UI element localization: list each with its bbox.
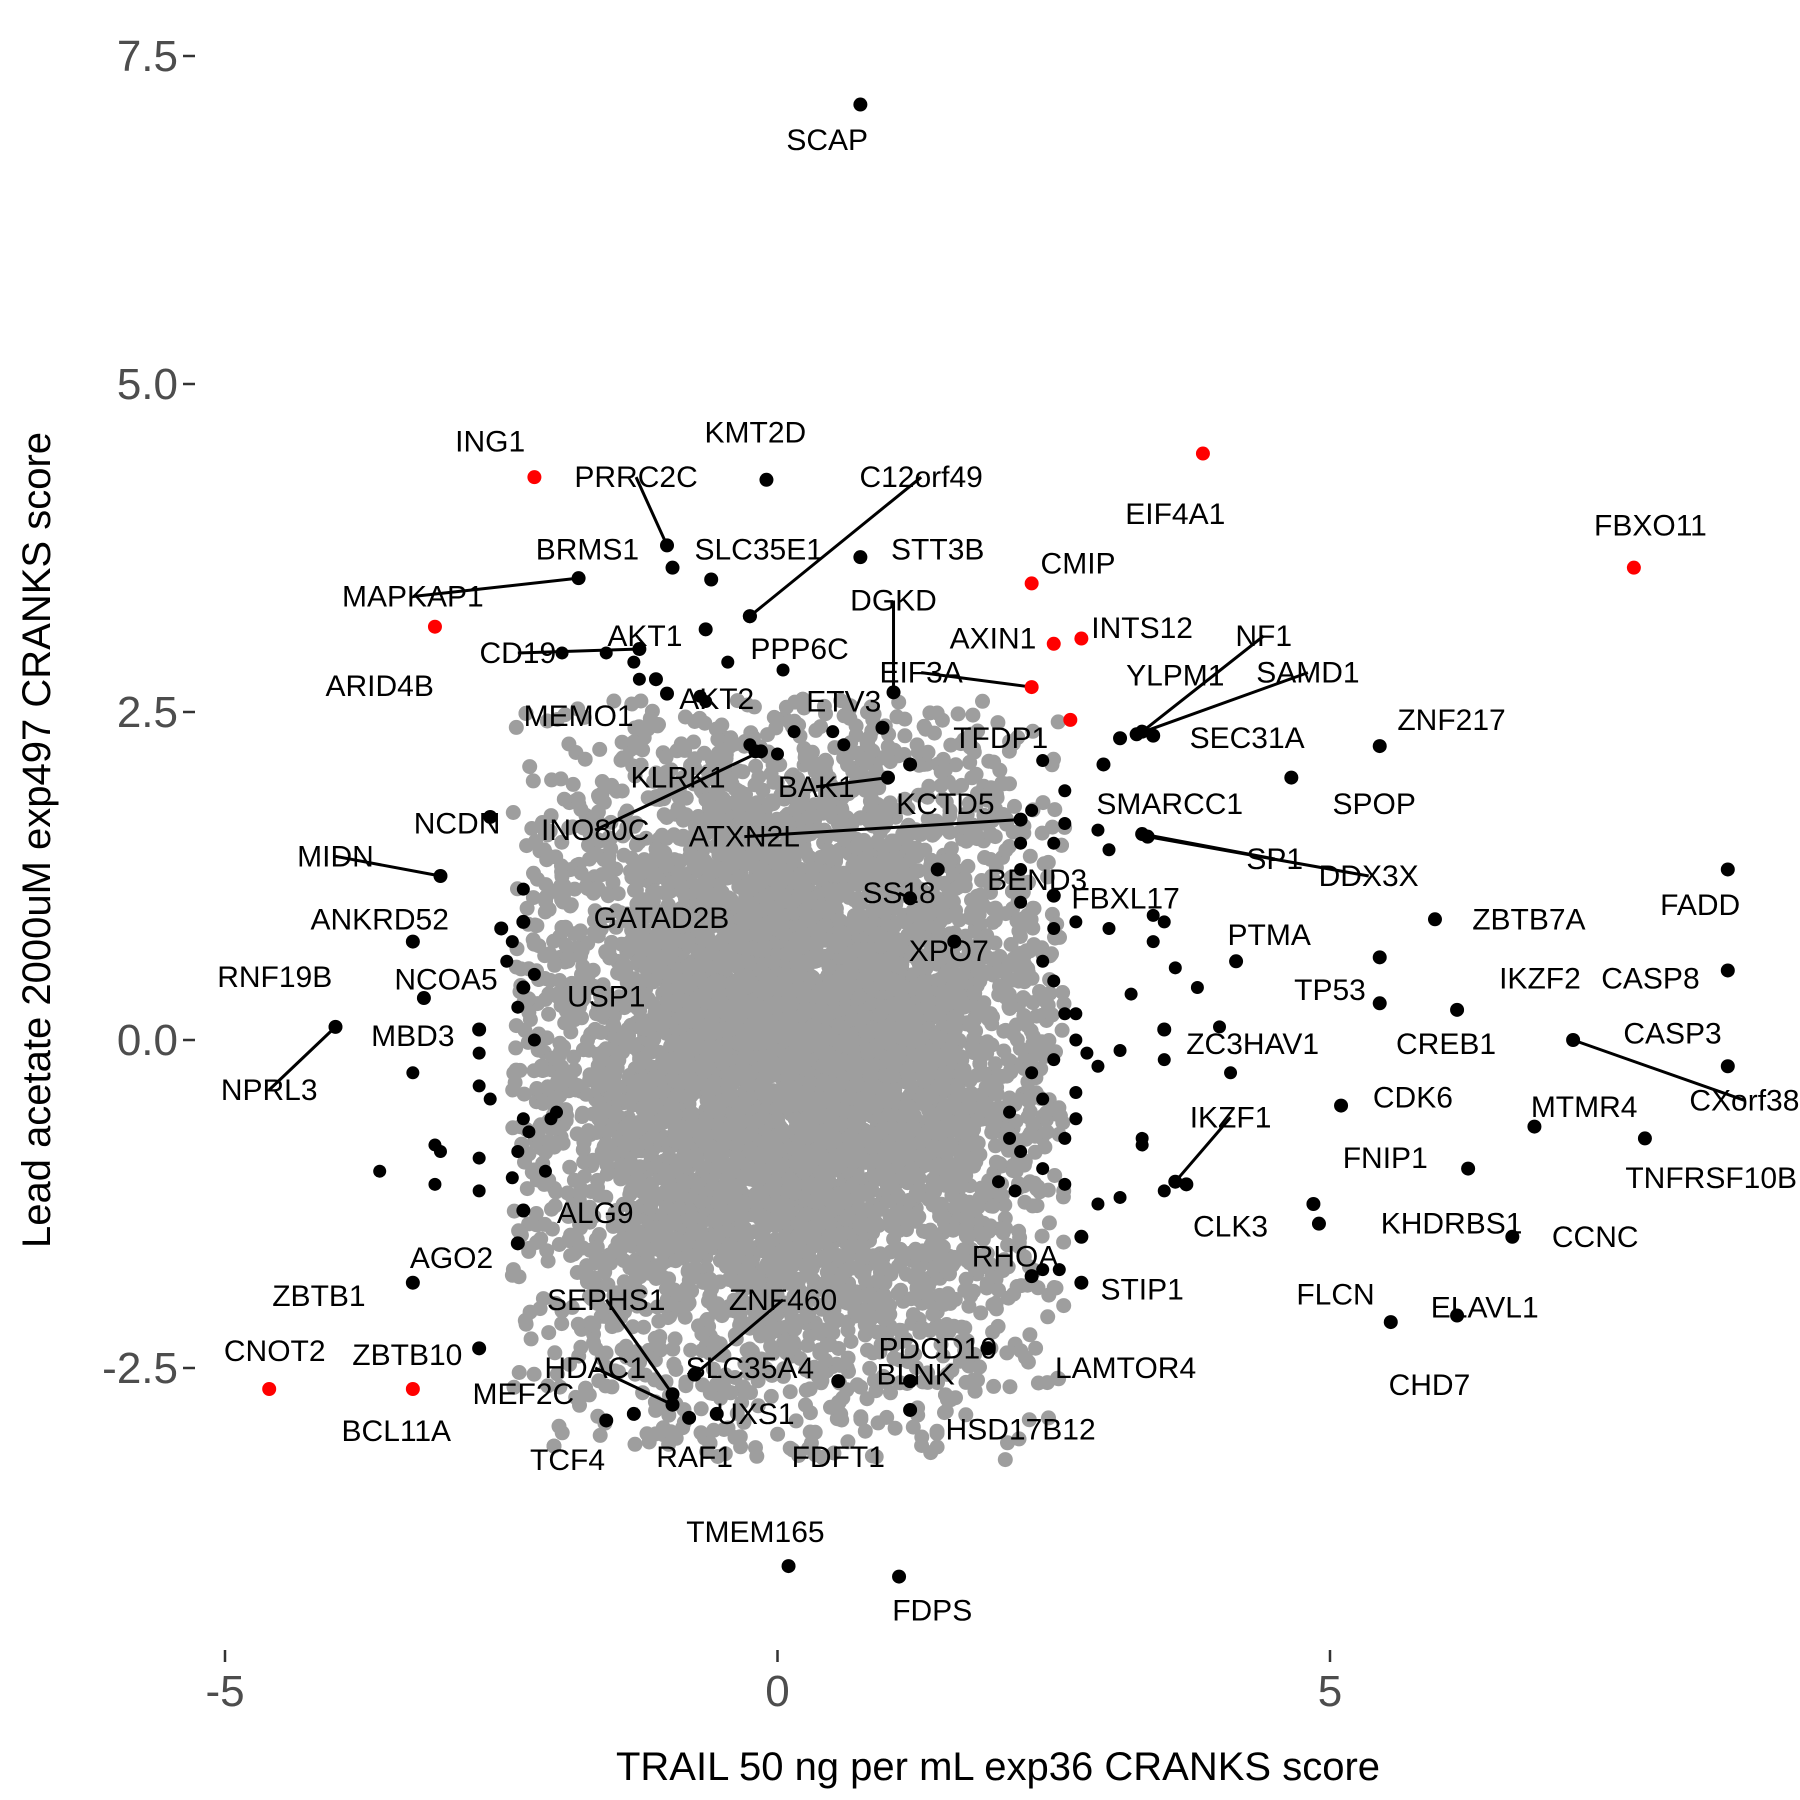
background-point: [641, 1434, 657, 1450]
background-point: [677, 1309, 693, 1325]
background-point: [732, 799, 747, 815]
background-point: [1022, 1327, 1038, 1343]
background-point: [958, 1271, 974, 1287]
background-point: [522, 759, 538, 775]
background-point: [819, 754, 834, 770]
background-point: [1050, 714, 1066, 730]
background-point: [505, 805, 521, 820]
background-point: [973, 1305, 989, 1321]
background-point: [1041, 1215, 1057, 1231]
background-point: [540, 1253, 556, 1269]
background-point: [922, 705, 938, 721]
background-point: [519, 1181, 535, 1197]
background-point: [933, 764, 949, 780]
background-point: [1011, 1223, 1027, 1239]
background-point: [859, 1391, 875, 1407]
background-point: [1028, 1340, 1044, 1356]
background-point: [572, 1397, 587, 1413]
background-point: [1000, 1237, 1016, 1253]
background-point: [999, 1345, 1015, 1361]
background-point: [508, 1040, 524, 1056]
background-point: [526, 1366, 542, 1382]
background-point: [554, 1425, 570, 1441]
background-point: [566, 1049, 582, 1065]
background-point: [985, 901, 1001, 917]
background-point: [920, 744, 936, 760]
background-point: [858, 1311, 874, 1327]
background-point: [541, 1325, 557, 1341]
background-point: [800, 1337, 816, 1353]
background-point: [590, 1180, 605, 1195]
background-point: [987, 1138, 1003, 1154]
background-point: [1047, 802, 1063, 818]
background-point: [556, 791, 572, 807]
background-point: [932, 1204, 948, 1220]
background-point: [1011, 1431, 1027, 1447]
background-point: [592, 1427, 608, 1443]
background-point: [889, 709, 905, 725]
background-point: [1025, 1198, 1041, 1214]
background-point: [508, 719, 524, 735]
background-point: [890, 1286, 906, 1301]
background-point: [760, 727, 775, 743]
background-point: [513, 961, 529, 977]
background-point: [986, 1378, 1002, 1394]
background-point: [1022, 848, 1038, 864]
background-point: [1054, 1022, 1070, 1038]
background-point: [541, 1006, 557, 1022]
background-point: [1003, 869, 1019, 885]
background-point: [701, 800, 717, 816]
background-point: [929, 1439, 945, 1455]
background-point: [933, 778, 949, 794]
background-point: [1002, 1379, 1018, 1395]
background-point: [802, 1424, 818, 1440]
background-point: [1040, 1309, 1056, 1325]
background-point: [654, 827, 670, 843]
background-point: [733, 1439, 749, 1455]
background-point: [1056, 1298, 1072, 1314]
background-point: [694, 1326, 710, 1342]
background-point: [839, 1262, 855, 1278]
background-point: [814, 1450, 830, 1465]
background-point: [834, 1412, 850, 1428]
background-point: [525, 773, 541, 789]
background-point: [965, 707, 981, 723]
background-point: [1039, 1124, 1055, 1140]
background-point: [887, 1420, 903, 1436]
background-point: [523, 1331, 539, 1347]
background-point: [506, 1379, 522, 1395]
background-point: [697, 715, 713, 731]
background-point: [910, 1263, 926, 1279]
background-point: [699, 1312, 715, 1327]
background-point: [1027, 1144, 1043, 1160]
background-point: [547, 1345, 563, 1361]
background-point: [1055, 985, 1071, 1000]
background-point: [1047, 1168, 1063, 1183]
background-point: [1013, 1343, 1029, 1359]
background-point: [592, 741, 608, 757]
background-point: [905, 1419, 921, 1435]
background-point: [526, 865, 541, 881]
background-point: [562, 1159, 578, 1175]
background-point: [522, 1304, 538, 1320]
background-point: [693, 1401, 709, 1417]
background-point: [897, 728, 913, 744]
background-point: [708, 721, 724, 737]
background-point: [1002, 1090, 1017, 1106]
background-point: [975, 693, 990, 709]
background-point: [573, 865, 589, 881]
background-point: [627, 1436, 643, 1452]
background-point: [1007, 798, 1022, 814]
background-point: [857, 1423, 873, 1439]
background-point: [693, 1425, 709, 1441]
background-point: [951, 912, 967, 928]
background-point: [996, 1043, 1012, 1059]
